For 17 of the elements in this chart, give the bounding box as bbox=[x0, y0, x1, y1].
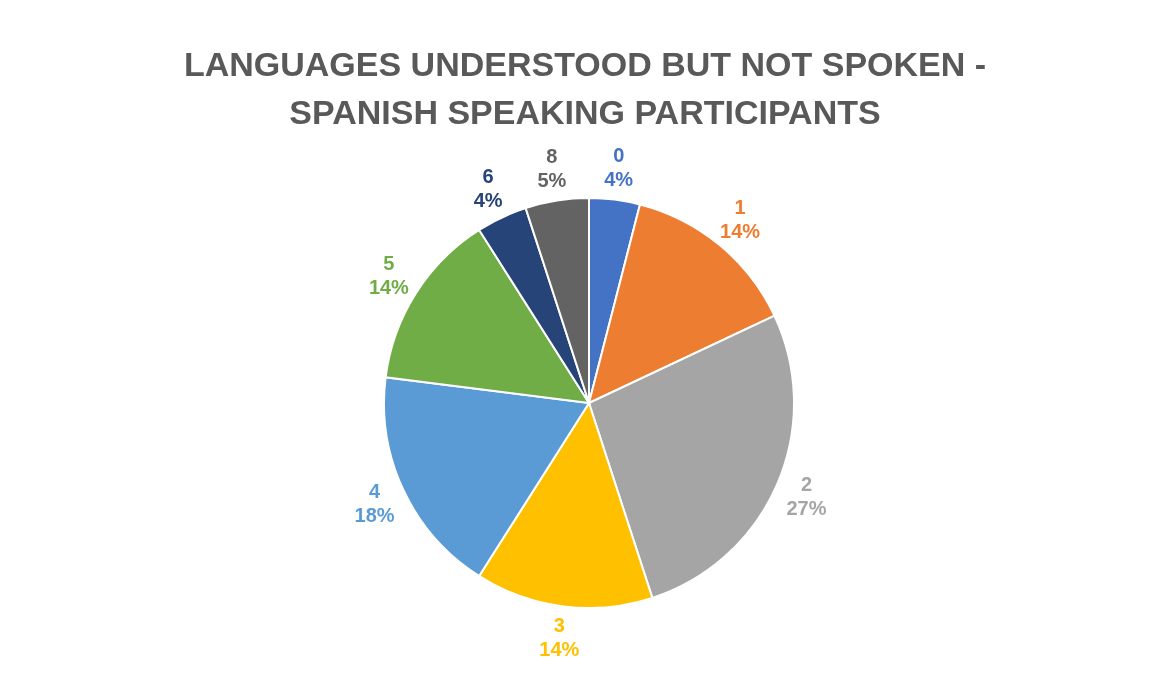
data-label: 5% bbox=[537, 168, 567, 191]
slice-label: 1 bbox=[734, 196, 746, 219]
slice-label: 3 bbox=[553, 614, 565, 637]
data-label: 4% bbox=[604, 167, 634, 190]
data-label: 18% bbox=[354, 503, 395, 526]
slice-label: 4 bbox=[368, 479, 381, 502]
chart-title: LANGUAGES UNDERSTOOD BUT NOT SPOKEN - SPANISH SPEAKING PARTICIPANTS bbox=[182, 44, 988, 133]
data-label: 14% bbox=[368, 276, 410, 299]
data-label: 27% bbox=[786, 497, 827, 520]
data-label: 14% bbox=[539, 638, 580, 661]
slice-label: 0 bbox=[613, 143, 625, 166]
slice-label: 8 bbox=[546, 144, 558, 167]
slice-label: 6 bbox=[482, 164, 494, 187]
data-label: 4% bbox=[473, 188, 503, 211]
data-label: 14% bbox=[720, 220, 761, 243]
slice-label: 2 bbox=[800, 473, 813, 496]
slice-label: 5 bbox=[383, 252, 395, 275]
